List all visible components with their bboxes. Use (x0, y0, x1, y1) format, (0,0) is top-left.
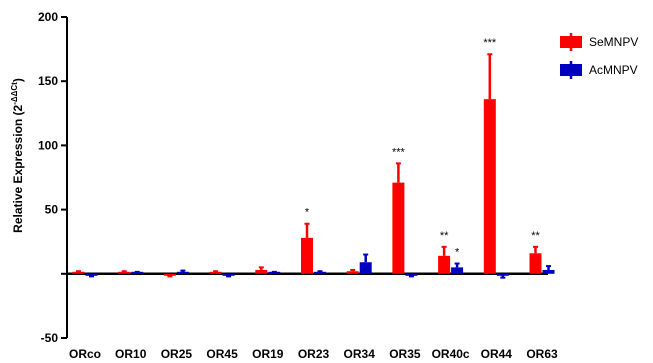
x-category-label: OR45 (206, 347, 238, 361)
bar (359, 262, 372, 274)
legend-label: SeMNPV (589, 35, 638, 49)
bar (346, 271, 359, 274)
legend: SeMNPV AcMNPV (560, 33, 638, 79)
bar (222, 273, 235, 276)
bar (163, 273, 176, 276)
y-axis-label: Relative Expression (2-ΔΔCt) (10, 78, 25, 233)
bars (72, 99, 555, 276)
x-category-label: OR44 (481, 347, 513, 361)
y-tick-label: 50 (45, 203, 59, 217)
bar (255, 269, 268, 274)
x-category-label: OR23 (298, 347, 330, 361)
x-category-label: OR10 (115, 347, 147, 361)
y-tick-label: 100 (38, 138, 58, 152)
x-category-label: OR35 (389, 347, 421, 361)
x-category-label: ORco (69, 347, 101, 361)
legend-item: AcMNPV (560, 61, 638, 79)
y-tick-label: -50 (41, 331, 59, 345)
bar (209, 271, 222, 274)
x-category-label: OR63 (526, 347, 558, 361)
significance-mark: *** (483, 37, 497, 49)
bar (438, 255, 451, 274)
bar (392, 182, 405, 274)
x-category-label: OR25 (161, 347, 193, 361)
bar (405, 273, 418, 276)
legend-label: AcMNPV (589, 63, 638, 77)
x-category-label: OR34 (344, 347, 376, 361)
significance-mark: *** (392, 146, 406, 158)
bar (118, 271, 131, 274)
error-bars (76, 53, 551, 279)
significance-mark: ** (531, 230, 540, 242)
labels: -50 50 100 150 200 Relative Expression (2-ΔΔC… (10, 10, 558, 361)
y-tick-label: 150 (38, 74, 58, 88)
bar (496, 273, 509, 276)
significance-mark: ** (440, 230, 449, 242)
x-category-label: OR19 (252, 347, 284, 361)
bar (451, 267, 464, 274)
bar (301, 237, 313, 274)
bar (314, 271, 326, 274)
bar (72, 271, 85, 274)
axes (61, 16, 548, 339)
significance-mark: * (455, 247, 460, 259)
legend-item: SeMNPV (560, 33, 638, 51)
bar (542, 269, 555, 274)
x-category-label: OR40c (432, 347, 470, 361)
bar (529, 253, 542, 274)
bar (176, 271, 189, 274)
significance-mark: * (305, 207, 310, 219)
y-tick-label: 200 (38, 10, 58, 24)
bar (85, 273, 98, 276)
bar (483, 99, 496, 274)
